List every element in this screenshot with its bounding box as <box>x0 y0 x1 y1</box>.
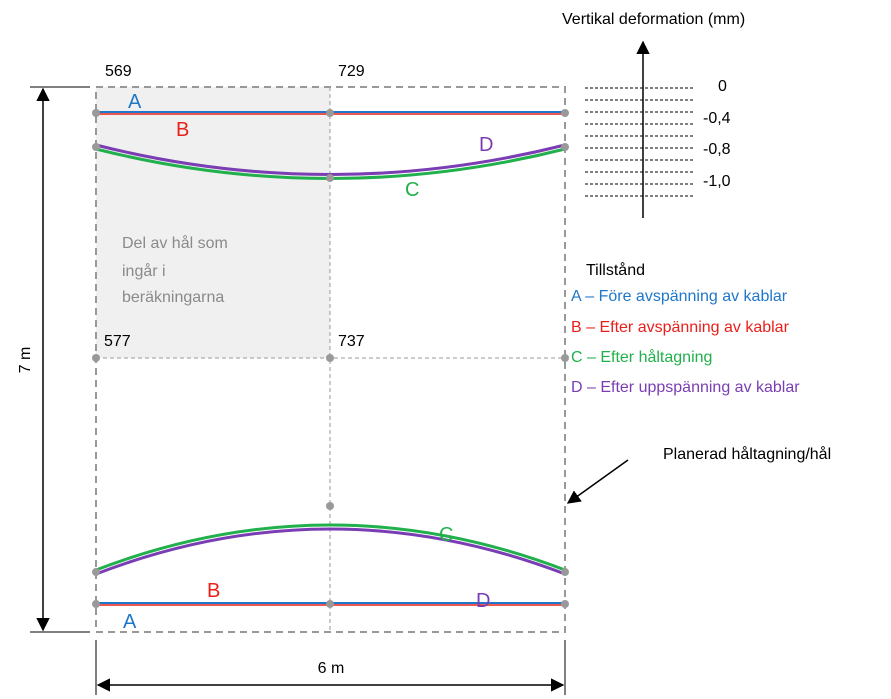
node-point <box>326 174 334 182</box>
node-label-737: 737 <box>338 333 365 350</box>
scale-tick-label: -0,8 <box>703 141 731 158</box>
hole-note-line-2: ingår i <box>122 262 166 280</box>
node-point <box>92 109 100 117</box>
top-label-B: B <box>176 119 189 141</box>
top-label-C: C <box>405 179 419 201</box>
bottom-curve-C <box>95 523 566 572</box>
legend-item-A: A – Före avspänning av kablar <box>571 288 788 305</box>
calculation-region <box>96 87 330 358</box>
node-point <box>326 354 334 362</box>
legend-title: Tillstånd <box>586 261 645 279</box>
scale-ticks <box>585 87 693 197</box>
scale-tick-label: -1,0 <box>703 173 731 190</box>
scale-title: Vertikal deformation (mm) <box>562 11 745 28</box>
node-point <box>92 143 100 151</box>
hole-note: Del av hål som ingår i beräkningarna <box>122 234 232 306</box>
bottom-label-D: D <box>476 590 490 612</box>
node-point <box>561 568 569 576</box>
node-point <box>561 143 569 151</box>
bottom-label-C: C <box>439 524 453 546</box>
hole-note-line-1: Del av hål som <box>122 234 228 252</box>
bottom-curve-D <box>95 527 566 576</box>
hole-note-line-3: beräkningarna <box>122 289 224 306</box>
node-point <box>561 109 569 117</box>
node-point <box>561 354 569 362</box>
scale-tick-label: -0,4 <box>703 110 731 127</box>
legend-item-B: B – Efter avspänning av kablar <box>571 319 790 336</box>
node-label-729: 729 <box>338 63 365 80</box>
width-label: 6 m <box>318 660 345 677</box>
legend-item-C: C – Efter håltagning <box>571 348 712 366</box>
scale-tick-label: 0 <box>718 78 727 95</box>
node-point <box>326 600 334 608</box>
node-label-577: 577 <box>104 333 131 350</box>
node-point <box>92 354 100 362</box>
bottom-label-A: A <box>123 611 137 633</box>
bottom-label-B: B <box>207 580 220 602</box>
top-label-D: D <box>479 134 493 156</box>
height-label: 7 m <box>17 347 34 374</box>
node-point <box>561 600 569 608</box>
node-point <box>326 502 334 510</box>
top-label-A: A <box>128 91 142 113</box>
callout-arrow <box>566 459 629 504</box>
legend-item-D: D – Efter uppspänning av kablar <box>571 379 800 396</box>
node-points <box>92 109 569 608</box>
node-point <box>326 109 334 117</box>
node-label-569: 569 <box>105 63 132 80</box>
node-point <box>92 568 100 576</box>
node-point <box>92 600 100 608</box>
callout-label: Planerad håltagning/hål <box>663 445 831 463</box>
